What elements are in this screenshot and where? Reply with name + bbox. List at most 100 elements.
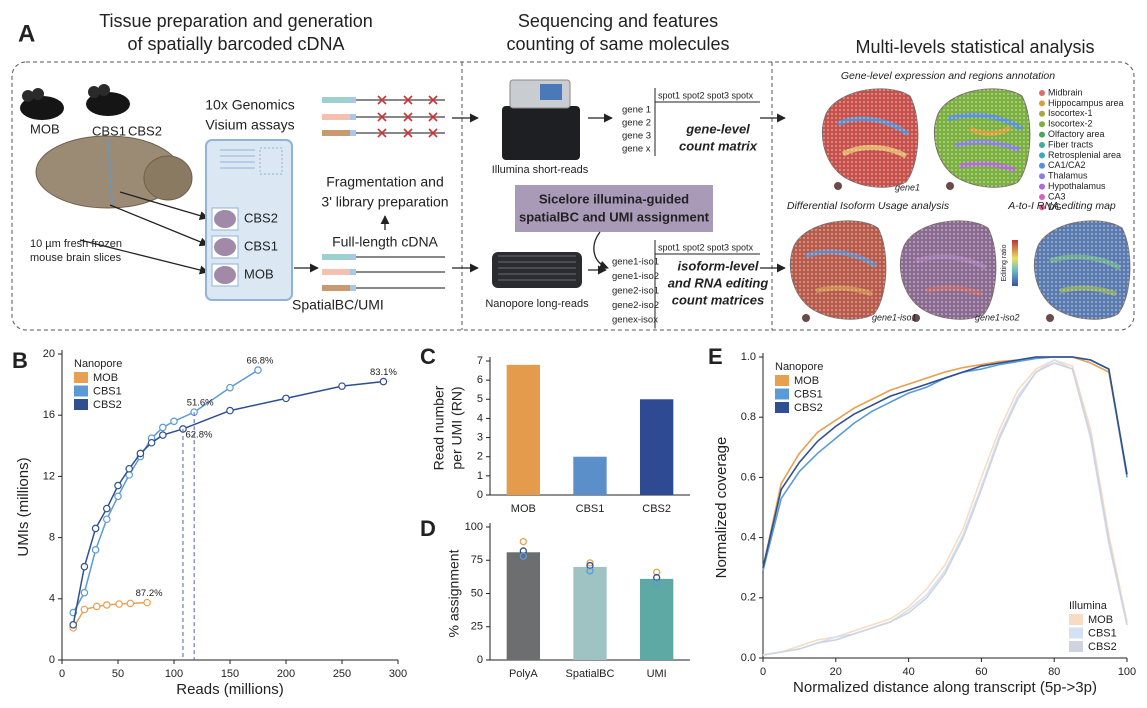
y-axis-title: % assignment [446, 549, 462, 637]
x-tick-label: 250 [333, 668, 351, 680]
y-tick-label: 1 [477, 470, 483, 482]
mouse-ear [98, 84, 110, 96]
series-marker [103, 601, 111, 609]
y-tick-label: 2 [477, 451, 483, 463]
region-label: Olfactory area [1048, 129, 1105, 139]
panel-a-frame [11, 61, 1135, 331]
spot-texture [1034, 220, 1130, 320]
x-tick-label: 20 [830, 666, 842, 678]
visium-label: 10x Genomics [205, 97, 294, 113]
sample-point [519, 547, 527, 555]
y-tick-label: 75 [471, 554, 483, 566]
sample-point [653, 579, 661, 587]
region-label: Hypothalamus [1048, 181, 1106, 191]
annotation: 62.8% [185, 429, 212, 440]
visium-label: Visium assays [205, 117, 294, 133]
sample-point [586, 567, 594, 575]
colorbar [1012, 240, 1018, 286]
sample-point [519, 537, 527, 546]
mouse-ear [88, 86, 100, 98]
analysis-title: Differential Isoform Usage analysis [787, 200, 950, 212]
map-label: gene1-iso1 [872, 312, 917, 322]
y-tick-label: 8 [49, 532, 55, 544]
region-label: Fiber tracts [1048, 139, 1094, 149]
fragment-cut [377, 128, 387, 138]
bar [640, 399, 674, 495]
bar [506, 552, 540, 660]
series-marker [114, 481, 122, 490]
y-tick-label: 1.0 [741, 351, 756, 363]
series-marker [226, 383, 234, 392]
fragment-cut [403, 112, 413, 122]
region-swatch [1039, 183, 1045, 190]
series-marker [282, 394, 290, 403]
series-line [762, 359, 1128, 656]
region-label: Retrosplenial area [1048, 150, 1121, 160]
section-heading: counting of same molecules [506, 34, 729, 54]
fragment-cut [403, 95, 413, 105]
read-umi [350, 114, 356, 120]
read-umi [350, 97, 356, 103]
series-line [72, 380, 384, 625]
region-swatch [1039, 152, 1045, 159]
y-tick-label: 0.2 [741, 592, 756, 604]
series-line [762, 359, 1128, 656]
series-marker [254, 366, 262, 374]
region-label: Hippocampus area [1048, 98, 1124, 108]
arrow [119, 191, 209, 221]
sequencer-label: Nanopore long-reads [485, 298, 589, 310]
series-marker [114, 492, 122, 501]
y-tick-label: 12 [43, 470, 55, 482]
region-swatch [1039, 90, 1045, 96]
sicelore-label: Sicelore illumina-guided [539, 191, 689, 206]
y-tick-label: 25 [471, 621, 483, 633]
region-swatch [1039, 204, 1045, 211]
read-barcode [322, 285, 350, 291]
arrow [593, 231, 609, 270]
slide-label: CBS1 [244, 238, 278, 253]
x-tick-label: CBS2 [642, 503, 671, 515]
section-heading: Multi-levels statistical analysis [855, 37, 1094, 57]
series-marker [170, 417, 178, 426]
slice-image [214, 266, 236, 284]
y-tick-label: 100 [465, 521, 483, 533]
matrix-title: count matrices [672, 292, 764, 307]
read-umi [350, 269, 356, 275]
legend-label: CBS1 [93, 385, 122, 397]
bar [506, 364, 540, 495]
tissue-debris [802, 314, 810, 322]
matrix-row: gene 1 [622, 105, 651, 116]
region-label: CA3 [1048, 191, 1066, 201]
matrix-title: gene-level [685, 121, 750, 136]
legend-label: MOB [1088, 614, 1113, 626]
legend-swatch [74, 385, 88, 397]
series-marker [92, 602, 101, 611]
x-tick-label: 80 [1048, 666, 1060, 678]
spot-texture [790, 220, 886, 320]
x-tick-label: 100 [1118, 666, 1136, 678]
spot-texture [900, 220, 996, 320]
tissue-debris [834, 182, 842, 190]
read-barcode [322, 130, 350, 136]
matrix-title: isoform-level [678, 258, 759, 273]
read-barcode [322, 97, 350, 103]
section-heading: Tissue preparation and generation [99, 11, 373, 31]
annotation: 87.2% [136, 588, 163, 599]
legend-swatch [775, 388, 789, 400]
legend-swatch [1069, 627, 1083, 639]
y-tick-label: 7 [477, 355, 483, 367]
illumina-screen [540, 84, 562, 100]
series-line [762, 362, 1128, 656]
series-line [762, 356, 1128, 568]
y-tick-label: 0 [49, 654, 55, 666]
series-marker [115, 600, 123, 608]
y-tick-label: 16 [43, 409, 55, 421]
x-axis-title: Normalized distance along transcript (5p… [793, 679, 1097, 696]
read-barcode [322, 269, 350, 275]
tissue-debris [912, 314, 920, 322]
x-tick-label: MOB [511, 503, 536, 515]
nanopore-device [492, 252, 582, 288]
x-tick-label: 150 [221, 668, 239, 680]
y-tick-label: 0 [477, 654, 483, 666]
slice-label: 10 µm fresh frozen [30, 238, 122, 250]
